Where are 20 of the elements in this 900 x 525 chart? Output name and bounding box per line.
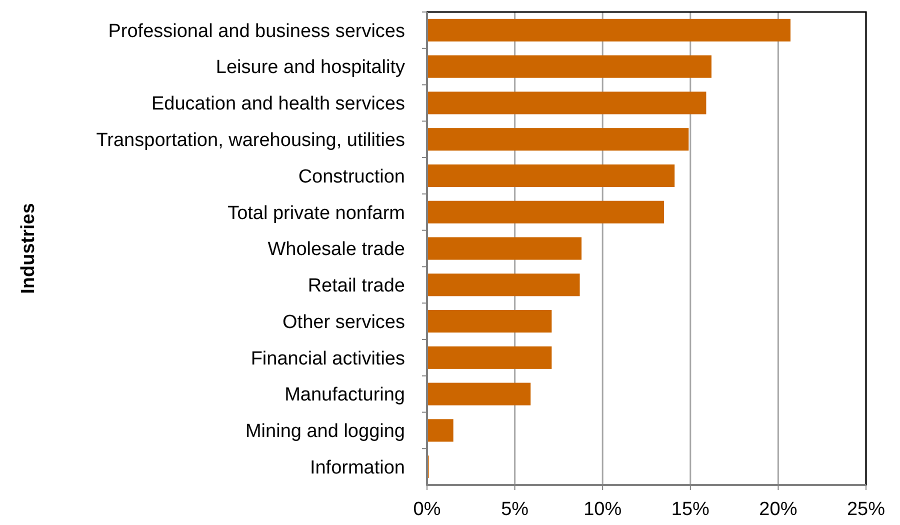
x-tick-label: 5% <box>501 499 529 520</box>
y-tick-label: Education and health services <box>152 94 405 115</box>
x-tick-label: 15% <box>671 499 710 520</box>
x-tick-label: 10% <box>584 499 622 520</box>
x-tick-label: 25% <box>846 499 886 520</box>
y-tick-label: Manufacturing <box>284 384 405 406</box>
y-tick-label: Professional and business services <box>108 20 405 42</box>
x-tick-label: 20% <box>759 499 798 520</box>
y-tick-label: Other services <box>282 312 405 333</box>
y-tick-label: Transportation, warehousing, utilities <box>96 130 405 151</box>
x-tick-label: 0% <box>413 499 441 520</box>
y-tick-label: Total private nonfarm <box>228 202 405 224</box>
y-tick-label: Financial activities <box>250 348 405 370</box>
y-tick-label: Leisure and hospitality <box>216 57 406 78</box>
y-tick-label: Retail trade <box>308 276 405 297</box>
y-tick-label: Wholesale trade <box>268 239 405 260</box>
y-tick-label: Construction <box>298 166 405 188</box>
y-tick-label: Information <box>310 457 405 478</box>
y-axis-title: Industries <box>18 203 39 294</box>
y-tick-label: Mining and logging <box>245 421 405 442</box>
